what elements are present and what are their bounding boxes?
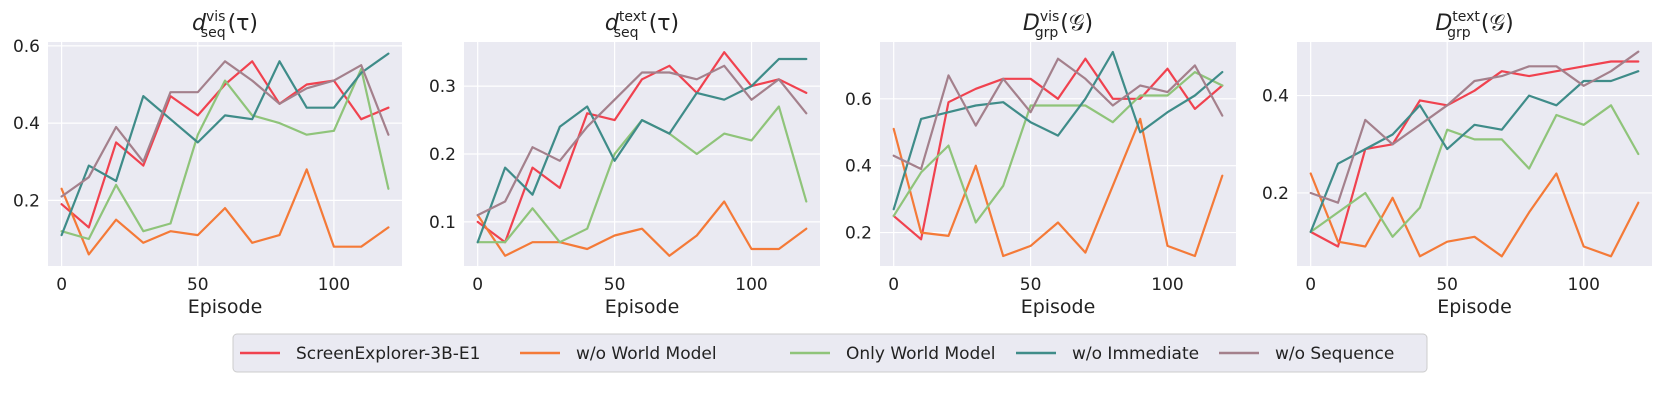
x-axis-label: Episode xyxy=(1021,296,1096,318)
legend-label: w/o Immediate xyxy=(1072,344,1199,364)
y-tick-label: 0.6 xyxy=(13,37,40,57)
title-subscript: grp xyxy=(1035,25,1059,41)
x-tick-label: 100 xyxy=(318,275,350,295)
title-subscript: grp xyxy=(1447,25,1471,41)
chart-panel-4: 0 50 100 0.2 0.4 Episode Dtext grp (𝒢) xyxy=(1262,9,1652,318)
title-main: D xyxy=(1435,11,1452,36)
y-tick-label: 0.6 xyxy=(845,90,872,110)
title-superscript: text xyxy=(1452,9,1480,25)
series-line-w-o-world-model xyxy=(60,168,390,256)
y-tick-label: 0.2 xyxy=(845,224,872,244)
title-subscript: seq xyxy=(614,25,639,41)
title-main: d xyxy=(605,11,620,36)
x-tick-label: 0 xyxy=(472,275,483,295)
series-line-only-world-model xyxy=(1309,104,1640,238)
series-line-w-o-sequence xyxy=(892,57,1224,171)
series-line-w-o-immediate xyxy=(892,50,1224,211)
chart-title: Dtext grp (𝒢) xyxy=(1435,9,1513,41)
series-line-only-world-model xyxy=(892,70,1224,224)
x-tick-label: 50 xyxy=(187,275,209,295)
series-line-w-o-world-model xyxy=(1309,172,1640,258)
plot-background xyxy=(1297,42,1652,266)
y-tick-label: 0.4 xyxy=(845,157,872,177)
legend-label: ScreenExplorer-3B-E1 xyxy=(296,344,480,364)
y-tick-label: 0.2 xyxy=(13,191,40,211)
title-argument: (τ) xyxy=(228,11,258,36)
x-tick-label: 0 xyxy=(1305,275,1316,295)
y-tick-label: 0.3 xyxy=(429,77,456,97)
chart-panel-2: 0 50 100 0.1 0.2 0.3 Episode dtext seq (τ) xyxy=(429,9,820,318)
series-line-w-o-sequence xyxy=(60,60,390,198)
series-line-w-o-sequence xyxy=(476,64,808,217)
x-tick-label: 100 xyxy=(1151,275,1183,295)
chart-title: dvis seq(τ) xyxy=(192,9,258,41)
series-line-only-world-model xyxy=(60,67,390,241)
legend-label: w/o Sequence xyxy=(1275,344,1394,364)
chart-title: Dvis grp(𝒢) xyxy=(1023,9,1093,41)
title-superscript: text xyxy=(619,9,647,25)
x-axis-label: Episode xyxy=(188,296,263,318)
series-line-w-o-immediate xyxy=(60,52,390,237)
x-tick-label: 0 xyxy=(888,275,899,295)
x-tick-label: 100 xyxy=(1568,275,1600,295)
series-line-w-o-world-model xyxy=(892,117,1224,258)
title-main: d xyxy=(192,11,207,36)
x-tick-label: 0 xyxy=(56,275,67,295)
chart-panel-1: 0 50 100 0.2 0.4 0.6 Episode dvis seq(τ) xyxy=(13,9,402,318)
y-tick-label: 0.4 xyxy=(1262,87,1289,107)
title-superscript: vis xyxy=(1040,9,1059,25)
chart-panel-3: 0 50 100 0.2 0.4 0.6 Episode Dvis grp(𝒢) xyxy=(845,9,1236,318)
legend: ScreenExplorer-3B-E1 w/o World Model Only … xyxy=(232,333,1428,373)
title-argument: (𝒢) xyxy=(1060,11,1093,36)
title-argument: (𝒢) xyxy=(1481,11,1514,36)
x-axis-label: Episode xyxy=(605,296,680,318)
title-subscript: seq xyxy=(201,25,226,41)
plot-background xyxy=(48,42,402,266)
series-line-screenexplorer-3b-e1 xyxy=(892,57,1224,241)
y-tick-label: 0.4 xyxy=(13,114,40,134)
series-line-w-o-sequence xyxy=(1309,50,1640,204)
x-tick-label: 50 xyxy=(604,275,626,295)
series-line-w-o-immediate xyxy=(476,57,808,244)
x-tick-label: 50 xyxy=(1436,275,1458,295)
y-tick-label: 0.2 xyxy=(1262,184,1289,204)
series-line-w-o-world-model xyxy=(476,200,808,257)
x-axis-label: Episode xyxy=(1437,296,1512,318)
title-argument: (τ) xyxy=(649,11,679,36)
y-tick-label: 0.2 xyxy=(429,145,456,165)
x-tick-label: 100 xyxy=(735,275,767,295)
y-tick-label: 0.1 xyxy=(429,213,456,233)
x-tick-label: 50 xyxy=(1020,275,1042,295)
title-superscript: vis xyxy=(206,9,225,25)
title-main: D xyxy=(1023,11,1040,36)
chart-title: dtext seq (τ) xyxy=(605,9,679,41)
legend-label: Only World Model xyxy=(846,344,996,364)
series-line-w-o-immediate xyxy=(1309,70,1640,233)
legend-label: w/o World Model xyxy=(576,344,717,364)
